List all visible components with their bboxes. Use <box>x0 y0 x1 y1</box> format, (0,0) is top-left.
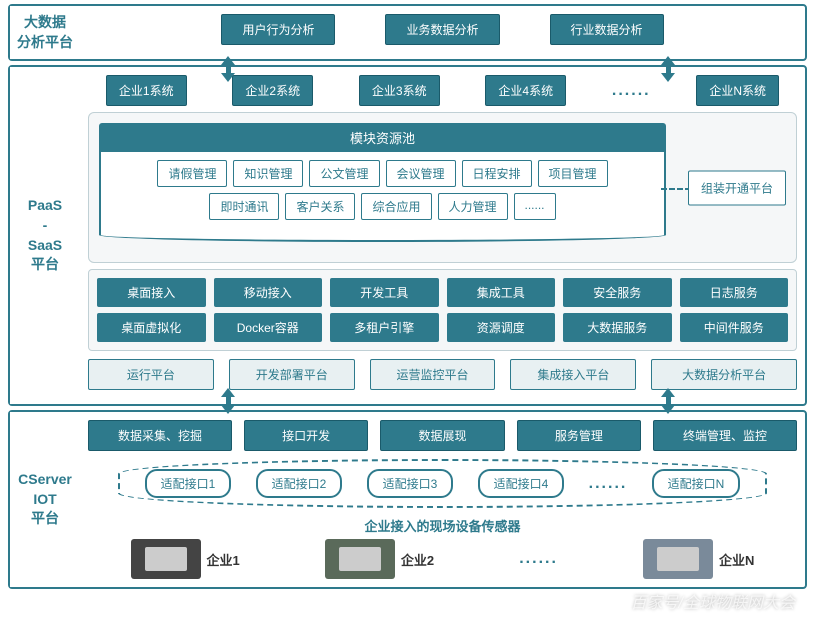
dots: ...... <box>612 82 651 100</box>
watermark: 百家号/全球物联网大会 <box>631 589 795 613</box>
pool-title: 模块资源池 <box>99 123 666 152</box>
layer2-title: PaaS - SaaS 平台 <box>10 67 80 404</box>
module-box: 会议管理 <box>386 160 456 187</box>
layer3-title: CServer IOT 平台 <box>10 412 80 587</box>
company: 企业1 <box>131 539 240 579</box>
service-box: 安全服务 <box>563 278 672 307</box>
module-box: 人力管理 <box>438 193 508 220</box>
company: 企业N <box>643 539 754 579</box>
analysis-box: 用户行为分析 <box>221 14 335 45</box>
company: 企业2 <box>325 539 434 579</box>
pool-body: 请假管理 知识管理 公文管理 会议管理 日程安排 项目管理 即时通讯 客户关系 … <box>99 152 666 230</box>
module-box: 即时通讯 <box>209 193 279 220</box>
pool-container: 模块资源池 请假管理 知识管理 公文管理 会议管理 日程安排 项目管理 即时通讯… <box>88 112 797 263</box>
cylinder-bottom <box>99 228 666 242</box>
resource-pool: 模块资源池 请假管理 知识管理 公文管理 会议管理 日程安排 项目管理 即时通讯… <box>99 123 666 242</box>
device-icon <box>131 539 201 579</box>
enterprise-box: 企业2系统 <box>232 75 313 106</box>
platform-box: 大数据分析平台 <box>651 359 797 390</box>
arrow-bidir <box>220 388 236 414</box>
service-box: 移动接入 <box>214 278 323 307</box>
company-label: 企业1 <box>207 550 240 569</box>
adapter-box: 适配接口2 <box>256 469 343 498</box>
service-box: 桌面虚拟化 <box>97 313 206 342</box>
service-box: 中间件服务 <box>680 313 789 342</box>
iot-func-box: 数据采集、挖掘 <box>88 420 232 451</box>
company-label: 企业2 <box>401 550 434 569</box>
layer-bigdata: 大数据 分析平台 用户行为分析 业务数据分析 行业数据分析 <box>8 4 807 61</box>
module-box: 客户关系 <box>285 193 355 220</box>
platform-box: 开发部署平台 <box>229 359 355 390</box>
arrow-bidir <box>220 56 236 82</box>
iot-func-box: 服务管理 <box>517 420 641 451</box>
dots: ...... <box>519 550 558 568</box>
platform-box: 集成接入平台 <box>510 359 636 390</box>
platform-box: 运营监控平台 <box>370 359 496 390</box>
device-icon <box>325 539 395 579</box>
layer-paas-saas: PaaS - SaaS 平台 企业1系统 企业2系统 企业3系统 企业4系统 .… <box>8 65 807 406</box>
adapter-box: 适配接口N <box>652 469 741 498</box>
service-box: 资源调度 <box>447 313 556 342</box>
module-box: 综合应用 <box>361 193 431 220</box>
iot-func-box: 终端管理、监控 <box>653 420 797 451</box>
module-box: ...... <box>514 193 556 220</box>
arrow-bidir <box>660 388 676 414</box>
adapter-box: 适配接口1 <box>145 469 232 498</box>
dots: ...... <box>589 475 628 493</box>
connector-line <box>661 188 691 190</box>
enterprise-box: 企业1系统 <box>106 75 187 106</box>
companies-row: 企业1 企业2 ...... 企业N <box>88 539 797 579</box>
adapter-box: 适配接口3 <box>367 469 454 498</box>
analysis-box: 业务数据分析 <box>385 14 499 45</box>
module-box: 知识管理 <box>233 160 303 187</box>
layer1-body: 用户行为分析 业务数据分析 行业数据分析 <box>80 6 805 59</box>
arrow-bidir <box>660 56 676 82</box>
layer1-title: 大数据 分析平台 <box>10 6 80 59</box>
service-box: 集成工具 <box>447 278 556 307</box>
assembly-platform: 组装开通平台 <box>688 170 786 205</box>
layer2-body: 企业1系统 企业2系统 企业3系统 企业4系统 ...... 企业N系统 模块资… <box>80 67 805 404</box>
adapter-container: 适配接口1 适配接口2 适配接口3 适配接口4 ...... 适配接口N <box>118 459 767 508</box>
service-box: Docker容器 <box>214 313 323 342</box>
module-box: 项目管理 <box>538 160 608 187</box>
iot-func-box: 接口开发 <box>244 420 368 451</box>
module-box: 请假管理 <box>157 160 227 187</box>
services-grid: 桌面接入 移动接入 开发工具 集成工具 安全服务 日志服务 桌面虚拟化 Dock… <box>88 269 797 351</box>
analysis-box: 行业数据分析 <box>550 14 664 45</box>
service-box: 大数据服务 <box>563 313 672 342</box>
adapter-box: 适配接口4 <box>478 469 565 498</box>
service-box: 桌面接入 <box>97 278 206 307</box>
service-box: 多租户引擎 <box>330 313 439 342</box>
enterprise-box: 企业N系统 <box>696 75 779 106</box>
layer3-body: 数据采集、挖掘 接口开发 数据展现 服务管理 终端管理、监控 适配接口1 适配接… <box>80 412 805 587</box>
iot-func-box: 数据展现 <box>380 420 504 451</box>
company-label: 企业N <box>719 550 754 569</box>
layer-iot: CServer IOT 平台 数据采集、挖掘 接口开发 数据展现 服务管理 终端… <box>8 410 807 589</box>
device-icon <box>643 539 713 579</box>
platform-box: 运行平台 <box>88 359 214 390</box>
sensor-title: 企业接入的现场设备传感器 <box>88 516 797 535</box>
module-box: 公文管理 <box>309 160 379 187</box>
service-box: 日志服务 <box>680 278 789 307</box>
service-box: 开发工具 <box>330 278 439 307</box>
module-box: 日程安排 <box>462 160 532 187</box>
enterprise-box: 企业4系统 <box>485 75 566 106</box>
enterprise-box: 企业3系统 <box>359 75 440 106</box>
